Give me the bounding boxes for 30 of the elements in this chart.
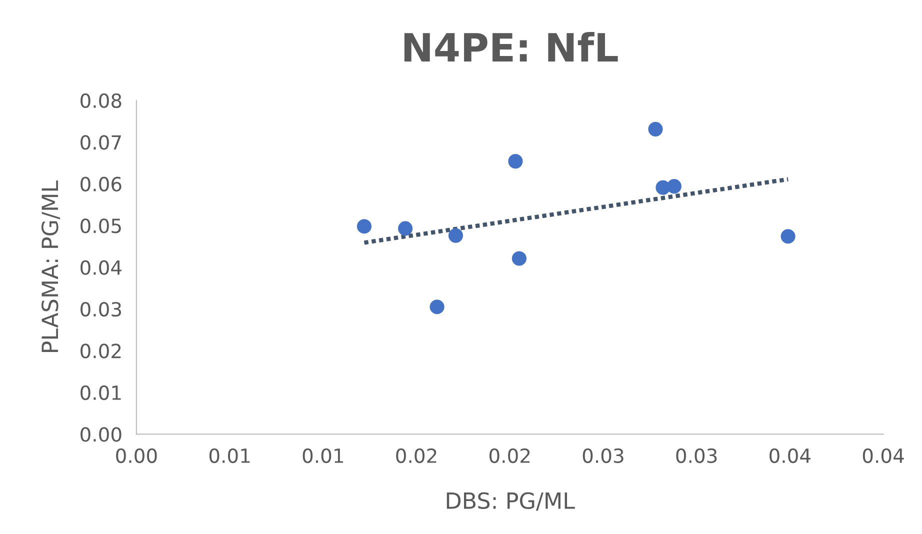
point (666, 179, 682, 194)
y-tick-label: 0.00 (80, 427, 122, 442)
y-axis-title: PLASMA: PG/ML (41, 180, 60, 352)
x-tick-label: 0.03 (582, 448, 624, 464)
y-tick-label: 0.07 (80, 135, 121, 150)
point (430, 300, 444, 314)
point (780, 229, 796, 244)
y-tick-label: 0.06 (80, 176, 122, 192)
point (398, 221, 413, 236)
point (448, 228, 464, 243)
x-tick-label: 0.03 (676, 448, 717, 464)
x-tick-label: 0.01 (302, 448, 344, 464)
y-tick-label: 0.05 (80, 218, 121, 234)
y-tick-label: 0.01 (80, 385, 121, 400)
point (356, 219, 372, 234)
y-tick-label: 0.03 (80, 302, 122, 317)
x-tick-label: 0.02 (396, 448, 436, 464)
y-tick-label: 0.04 (80, 260, 122, 275)
x-tick-label: 0.02 (490, 448, 530, 464)
x-tick-label: 0.04 (770, 448, 810, 464)
x-axis-title: DBS: PG/ML (446, 492, 575, 511)
x-tick-label: 0.01 (209, 448, 250, 464)
x-tick-label: 0.00 (116, 448, 157, 464)
y-tick-label: 0.02 (80, 344, 121, 358)
x-tick-label: 0.04 (862, 448, 904, 464)
point (508, 154, 523, 169)
point (512, 251, 526, 266)
chart-title: N4PE: NfL (404, 32, 618, 62)
point (648, 122, 663, 136)
y-tick-label: 0.08 (80, 93, 122, 108)
